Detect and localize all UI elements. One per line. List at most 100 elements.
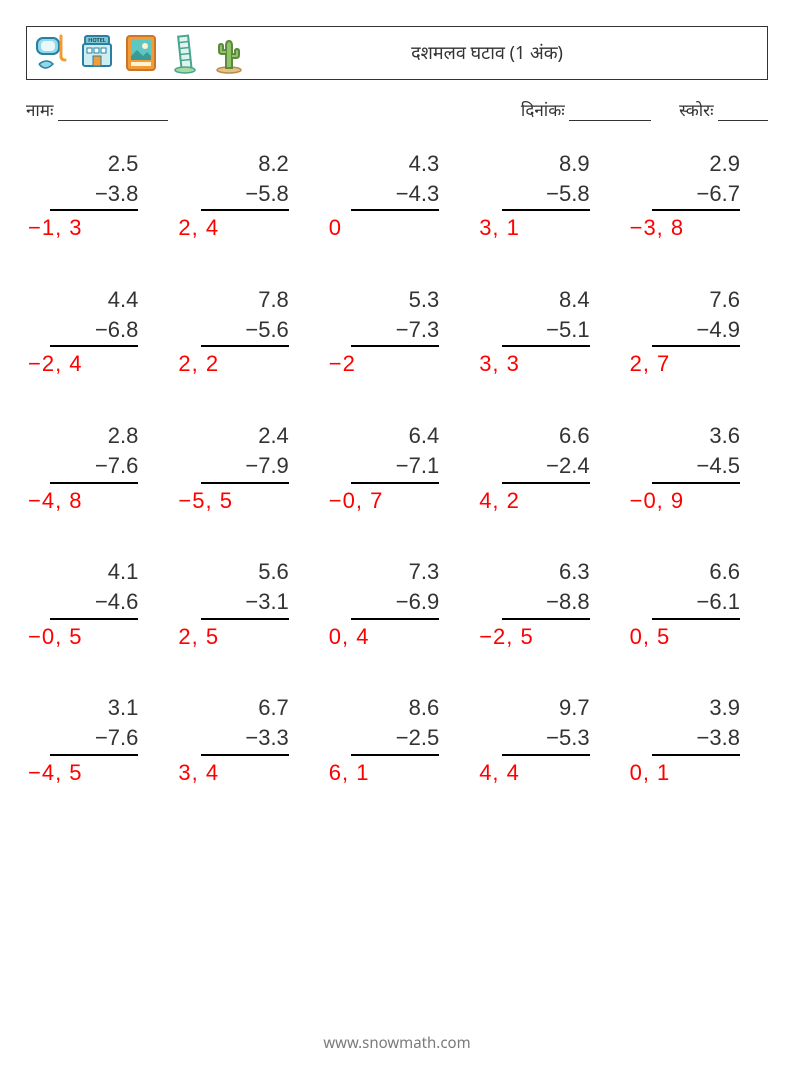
operation-block: 2.9−6.7 [652,149,740,211]
operation-block: 6.6−2.4 [502,421,590,483]
answer: 3, 3 [477,349,617,379]
answer: −4, 8 [26,486,166,516]
snorkel-icon [35,32,71,74]
problem-cell: 8.4−5.13, 3 [477,285,617,379]
problem-cell: 6.7−3.33, 4 [176,693,316,787]
problem-cell: 7.6−4.92, 7 [628,285,768,379]
score-blank[interactable] [718,106,768,121]
problem-cell: 7.3−6.90, 4 [327,557,467,651]
minuend: 6.4 [351,421,439,451]
problem-cell: 5.3−7.3−2 [327,285,467,379]
subtrahend: −5.6 [201,315,289,348]
operation-block: 8.9−5.8 [502,149,590,211]
answer: 3, 1 [477,213,617,243]
operation-block: 2.8−7.6 [50,421,138,483]
subtrahend: −4.3 [351,179,439,212]
picture-icon [123,32,159,74]
subtrahend: −6.1 [652,587,740,620]
operation-block: 6.7−3.3 [201,693,289,755]
subtrahend: −3.3 [201,723,289,756]
operation-block: 7.3−6.9 [351,557,439,619]
operation-block: 3.1−7.6 [50,693,138,755]
minuend: 3.1 [50,693,138,723]
minuend: 8.9 [502,149,590,179]
minuend: 7.6 [652,285,740,315]
subtrahend: −2.5 [351,723,439,756]
answer: −2, 4 [26,349,166,379]
name-field: नामः [26,98,521,121]
operation-block: 4.3−4.3 [351,149,439,211]
subtrahend: −6.8 [50,315,138,348]
operation-block: 6.6−6.1 [652,557,740,619]
subtrahend: −5.8 [201,179,289,212]
answer: −2 [327,349,467,379]
hotel-icon: HOTEL [79,32,115,74]
minuend: 8.6 [351,693,439,723]
problem-cell: 2.9−6.7−3, 8 [628,149,768,243]
subtrahend: −5.1 [502,315,590,348]
problem-cell: 3.6−4.5−0, 9 [628,421,768,515]
answer: 6, 1 [327,758,467,788]
subtrahend: −8.8 [502,587,590,620]
problem-cell: 9.7−5.34, 4 [477,693,617,787]
minuend: 8.4 [502,285,590,315]
cactus-icon [211,32,247,74]
answer: 2, 4 [176,213,316,243]
minuend: 4.1 [50,557,138,587]
answer: −4, 5 [26,758,166,788]
subtrahend: −7.6 [50,451,138,484]
operation-block: 6.3−8.8 [502,557,590,619]
worksheet-title: दशमलव घटाव (1 अंक) [247,41,767,65]
answer: 0 [327,213,467,243]
answer: 3, 4 [176,758,316,788]
date-blank[interactable] [569,106,651,121]
subtrahend: −5.3 [502,723,590,756]
answer: 4, 2 [477,486,617,516]
subtrahend: −5.8 [502,179,590,212]
date-field: दिनांकः [521,98,651,121]
minuend: 6.6 [502,421,590,451]
problem-cell: 3.9−3.80, 1 [628,693,768,787]
subtrahend: −4.6 [50,587,138,620]
minuend: 3.9 [652,693,740,723]
problem-cell: 6.6−6.10, 5 [628,557,768,651]
meta-row: नामः दिनांकः स्कोरः [26,98,768,121]
subtrahend: −7.3 [351,315,439,348]
minuend: 2.5 [50,149,138,179]
problem-cell: 8.6−2.56, 1 [327,693,467,787]
minuend: 4.4 [50,285,138,315]
subtrahend: −4.9 [652,315,740,348]
answer: 2, 5 [176,622,316,652]
minuend: 5.3 [351,285,439,315]
operation-block: 9.7−5.3 [502,693,590,755]
subtrahend: −7.9 [201,451,289,484]
minuend: 4.3 [351,149,439,179]
subtrahend: −3.8 [652,723,740,756]
subtrahend: −4.5 [652,451,740,484]
minuend: 5.6 [201,557,289,587]
score-field: स्कोरः [679,98,768,121]
name-blank[interactable] [58,106,168,121]
answer: 0, 1 [628,758,768,788]
subtrahend: −7.1 [351,451,439,484]
problem-cell: 6.3−8.8−2, 5 [477,557,617,651]
minuend: 9.7 [502,693,590,723]
problem-cell: 8.9−5.83, 1 [477,149,617,243]
subtrahend: −6.7 [652,179,740,212]
problem-cell: 2.8−7.6−4, 8 [26,421,166,515]
problem-cell: 4.4−6.8−2, 4 [26,285,166,379]
answer: −1, 3 [26,213,166,243]
score-label: स्कोरः [679,98,713,121]
header-icons: HOTEL [27,32,247,74]
answer: −5, 5 [176,486,316,516]
problem-cell: 4.3−4.30 [327,149,467,243]
operation-block: 5.6−3.1 [201,557,289,619]
minuend: 2.9 [652,149,740,179]
minuend: 7.3 [351,557,439,587]
problem-cell: 3.1−7.6−4, 5 [26,693,166,787]
answer: 2, 7 [628,349,768,379]
operation-block: 8.6−2.5 [351,693,439,755]
problem-cell: 2.5−3.8−1, 3 [26,149,166,243]
answer: 2, 2 [176,349,316,379]
operation-block: 4.4−6.8 [50,285,138,347]
